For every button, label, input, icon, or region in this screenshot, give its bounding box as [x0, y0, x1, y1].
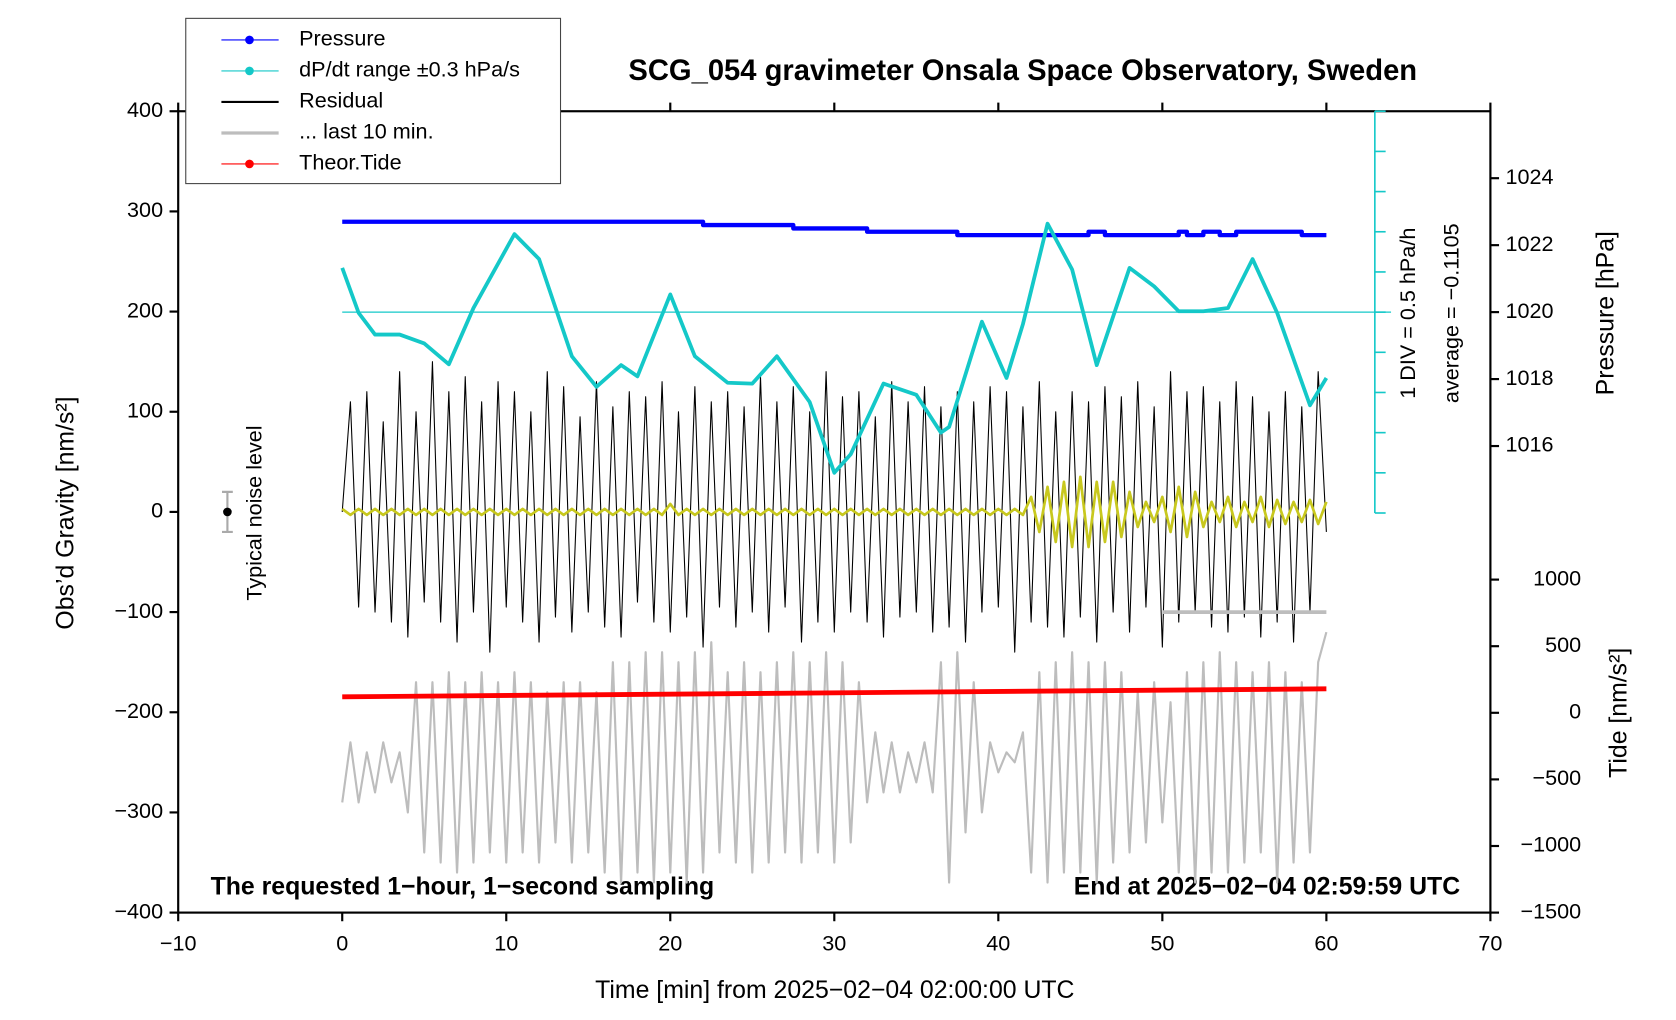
tide-tick-label: 0	[1569, 699, 1581, 724]
annotation: End at 2025−02−04 02:59:59 UTC	[1074, 873, 1461, 900]
legend-label: Pressure	[299, 26, 385, 51]
filtered-trace	[341, 475, 1328, 549]
x-tick-label: −10	[160, 931, 197, 956]
annotation: The requested 1−hour, 1−second sampling	[211, 873, 715, 900]
pressure-tick-label: 1022	[1506, 231, 1554, 256]
legend-label: Theor.Tide	[299, 150, 401, 175]
tide-axis-label: Tide [nm/s²]	[1606, 648, 1633, 778]
background-trace	[341, 631, 1328, 884]
series-line	[340, 221, 1329, 475]
tide-tick-label: −1000	[1520, 832, 1581, 857]
pressure-tick-label: 1018	[1506, 365, 1554, 390]
y-tick-label: 0	[151, 498, 163, 523]
legend-marker	[245, 66, 254, 76]
series-line	[342, 219, 1327, 238]
x-tick-label: 20	[658, 931, 682, 956]
y-tick-label: 400	[127, 97, 163, 122]
y-tick-label: −400	[114, 898, 163, 923]
pressure-tick-label: 1016	[1506, 432, 1554, 457]
pressure-axis-label: Pressure [hPa]	[1593, 231, 1620, 395]
y-tick-label: 300	[127, 197, 163, 222]
annotation: 1 DIV = 0.5 hPa/h	[1395, 228, 1420, 399]
x-tick-label: 0	[336, 931, 348, 956]
legend-label: ... last 10 min.	[299, 119, 433, 144]
chart-title: SCG_054 gravimeter Onsala Space Observat…	[628, 55, 1417, 87]
tide-tick-label: 500	[1545, 632, 1581, 657]
y-tick-label: −100	[114, 598, 163, 623]
x-tick-label: 70	[1478, 931, 1502, 956]
legend-label: Residual	[299, 88, 383, 113]
tide-tick-label: −500	[1532, 765, 1581, 790]
series-line	[342, 686, 1327, 700]
annotation: Typical noise level	[242, 425, 267, 600]
pressure-tick-label: 1020	[1506, 298, 1554, 323]
y-tick-label: 200	[127, 297, 163, 322]
x-tick-label: 30	[822, 931, 846, 956]
pressure-tick-label: 1024	[1506, 164, 1554, 189]
noise-point	[223, 507, 232, 517]
legend-marker	[245, 35, 254, 45]
x-tick-label: 60	[1314, 931, 1338, 956]
x-axis-label: Time [min] from 2025−02−04 02:00:00 UTC	[595, 977, 1074, 1004]
x-tick-label: 40	[986, 931, 1010, 956]
tide-tick-label: −1500	[1520, 898, 1581, 923]
y-tick-label: −200	[114, 698, 163, 723]
y-tick-label: 100	[127, 397, 163, 422]
legend: Pressure dP/dt range ±0.3 hPa/s Residual..…	[185, 17, 562, 185]
y-axis-label: Obs’d Gravity [nm/s²]	[53, 396, 80, 629]
x-tick-label: 10	[494, 931, 518, 956]
legend-marker	[245, 159, 254, 169]
tide-tick-label: 1000	[1533, 565, 1581, 590]
annotation: average = −0.1105	[1438, 223, 1463, 403]
series-line	[341, 361, 1327, 653]
y-tick-label: −300	[114, 798, 163, 823]
chart-body: SCG_054 gravimeter Onsala Space Observat…	[53, 17, 1633, 1004]
legend-label: dP/dt range ±0.3 hPa/s	[299, 57, 520, 82]
x-tick-label: 50	[1150, 931, 1174, 956]
